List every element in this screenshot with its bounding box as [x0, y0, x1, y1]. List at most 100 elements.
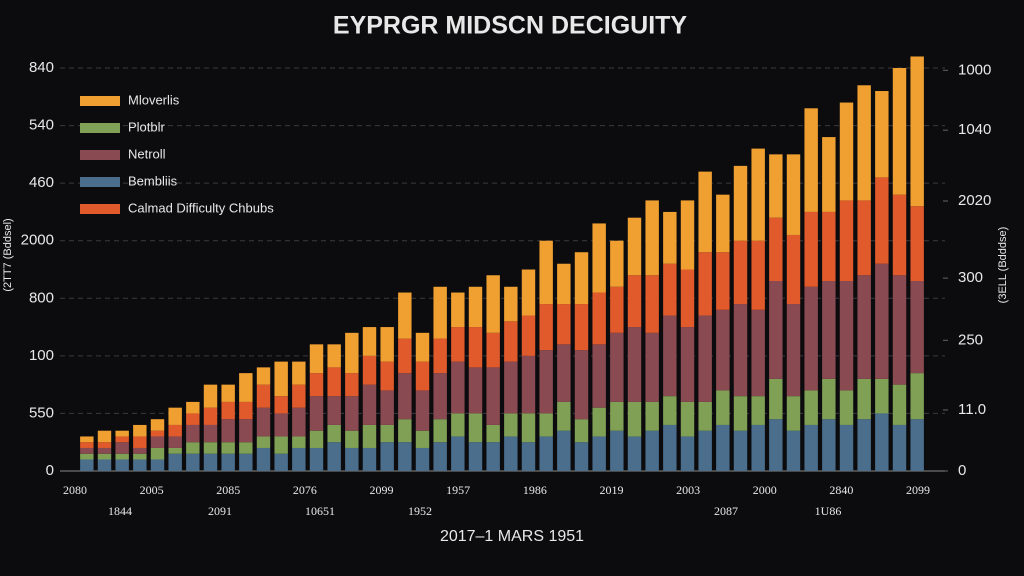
bar-segment [97, 453, 112, 460]
bar-segment [256, 447, 271, 471]
bar-segment [839, 424, 854, 471]
bar-segment [221, 442, 235, 454]
bar-segment [680, 436, 695, 471]
bar-segment [875, 263, 889, 379]
bar-segment [733, 240, 748, 305]
bar-segment [769, 217, 783, 282]
bar-segment [733, 304, 748, 397]
bar-segment [557, 263, 571, 305]
bar-segment [875, 413, 889, 471]
bar-segment [910, 373, 924, 420]
bar-segment [504, 436, 518, 471]
bar-segment [663, 211, 677, 264]
bar-segment [610, 401, 624, 431]
x-tick-label: 2840 [829, 483, 853, 497]
legend-label: Netroll [128, 146, 166, 161]
bar-segment [433, 286, 447, 339]
bar-segment [327, 367, 341, 397]
bar-segment [221, 401, 235, 420]
bar-segment [574, 419, 589, 443]
bar-segment [380, 361, 394, 391]
bar-segment [839, 281, 854, 391]
bar-segment [115, 442, 129, 454]
bar-segment [274, 436, 288, 454]
bar-segment [645, 430, 659, 471]
bar-segment [769, 281, 783, 379]
bar-segment [186, 424, 200, 443]
bar-segment [327, 442, 341, 471]
bar-segment [451, 413, 465, 437]
bar-segment [892, 194, 907, 276]
bar-segment [769, 378, 783, 420]
bar-segment [203, 384, 218, 408]
bar-segment [345, 430, 359, 448]
bar-segment [309, 430, 324, 448]
bar-segment [504, 361, 518, 414]
legend-label: Mloverlis [128, 92, 180, 107]
bar-segment [186, 442, 200, 454]
y-tick-label: 460 [29, 174, 54, 191]
bar-segment [751, 309, 765, 397]
bar-segment [186, 401, 200, 414]
bar-segment [150, 459, 165, 471]
bar-segment [521, 413, 536, 443]
bar-segment [292, 436, 306, 448]
bar-segment [468, 413, 483, 443]
bar-segment [186, 413, 200, 425]
bar-segment [751, 240, 765, 310]
x-tick-label-secondary: 10651 [305, 504, 335, 518]
bar-segment [892, 68, 907, 195]
bar-segment [804, 286, 818, 391]
bar-segment [274, 396, 288, 414]
y2-tick-label: 0 [958, 462, 966, 479]
bar-segment [203, 442, 218, 454]
bar-segment [80, 459, 94, 471]
legend-swatch [80, 150, 120, 160]
x-tick-label: 2080 [63, 483, 87, 497]
bar-segment [345, 447, 359, 471]
x-axis-title: 2017–1 MARS 1951 [440, 528, 584, 545]
bar-segment [645, 401, 659, 431]
bar-segment [292, 361, 306, 385]
bar-segment [415, 430, 430, 448]
bar-segment [486, 442, 500, 471]
bar-segment [716, 252, 730, 310]
bar-segment [274, 361, 288, 397]
x-tick-label: 2003 [676, 483, 700, 497]
bar-segment [839, 200, 854, 282]
legend-label: Calmad Difficulty Chbubs [128, 200, 274, 215]
bar-segment [80, 436, 94, 443]
bar-segment [150, 419, 165, 431]
bar-segment [380, 390, 394, 425]
bar-segment [345, 332, 359, 374]
bar-segment [468, 367, 483, 414]
bar-segment [539, 413, 553, 437]
bar-segment [751, 396, 765, 425]
bar-segment [892, 424, 907, 471]
bar-segment [892, 384, 907, 425]
bar-segment [910, 419, 924, 471]
bar-segment [150, 436, 165, 448]
y2-axis-title: (3ELL (Bdddse) [997, 227, 1009, 304]
bar-segment [592, 436, 606, 471]
bar-segment [133, 436, 147, 448]
bar-segment [468, 327, 483, 368]
bar-segment [345, 396, 359, 431]
bar-segment [769, 419, 783, 471]
bar-segment [292, 447, 306, 471]
bar-segment [627, 217, 642, 276]
bar-segment [557, 304, 571, 345]
bar-segment [716, 424, 730, 471]
bar-segment [786, 396, 801, 431]
bar-segment [839, 390, 854, 425]
bar-segment [292, 407, 306, 437]
bar-segment [875, 177, 889, 264]
bar-segment [822, 281, 836, 379]
bar-segment [362, 355, 377, 385]
bar-segment [327, 344, 341, 368]
bar-segment [733, 430, 748, 471]
bar-segment [698, 401, 712, 431]
bar-segment [80, 453, 94, 460]
bar-segment [875, 378, 889, 414]
